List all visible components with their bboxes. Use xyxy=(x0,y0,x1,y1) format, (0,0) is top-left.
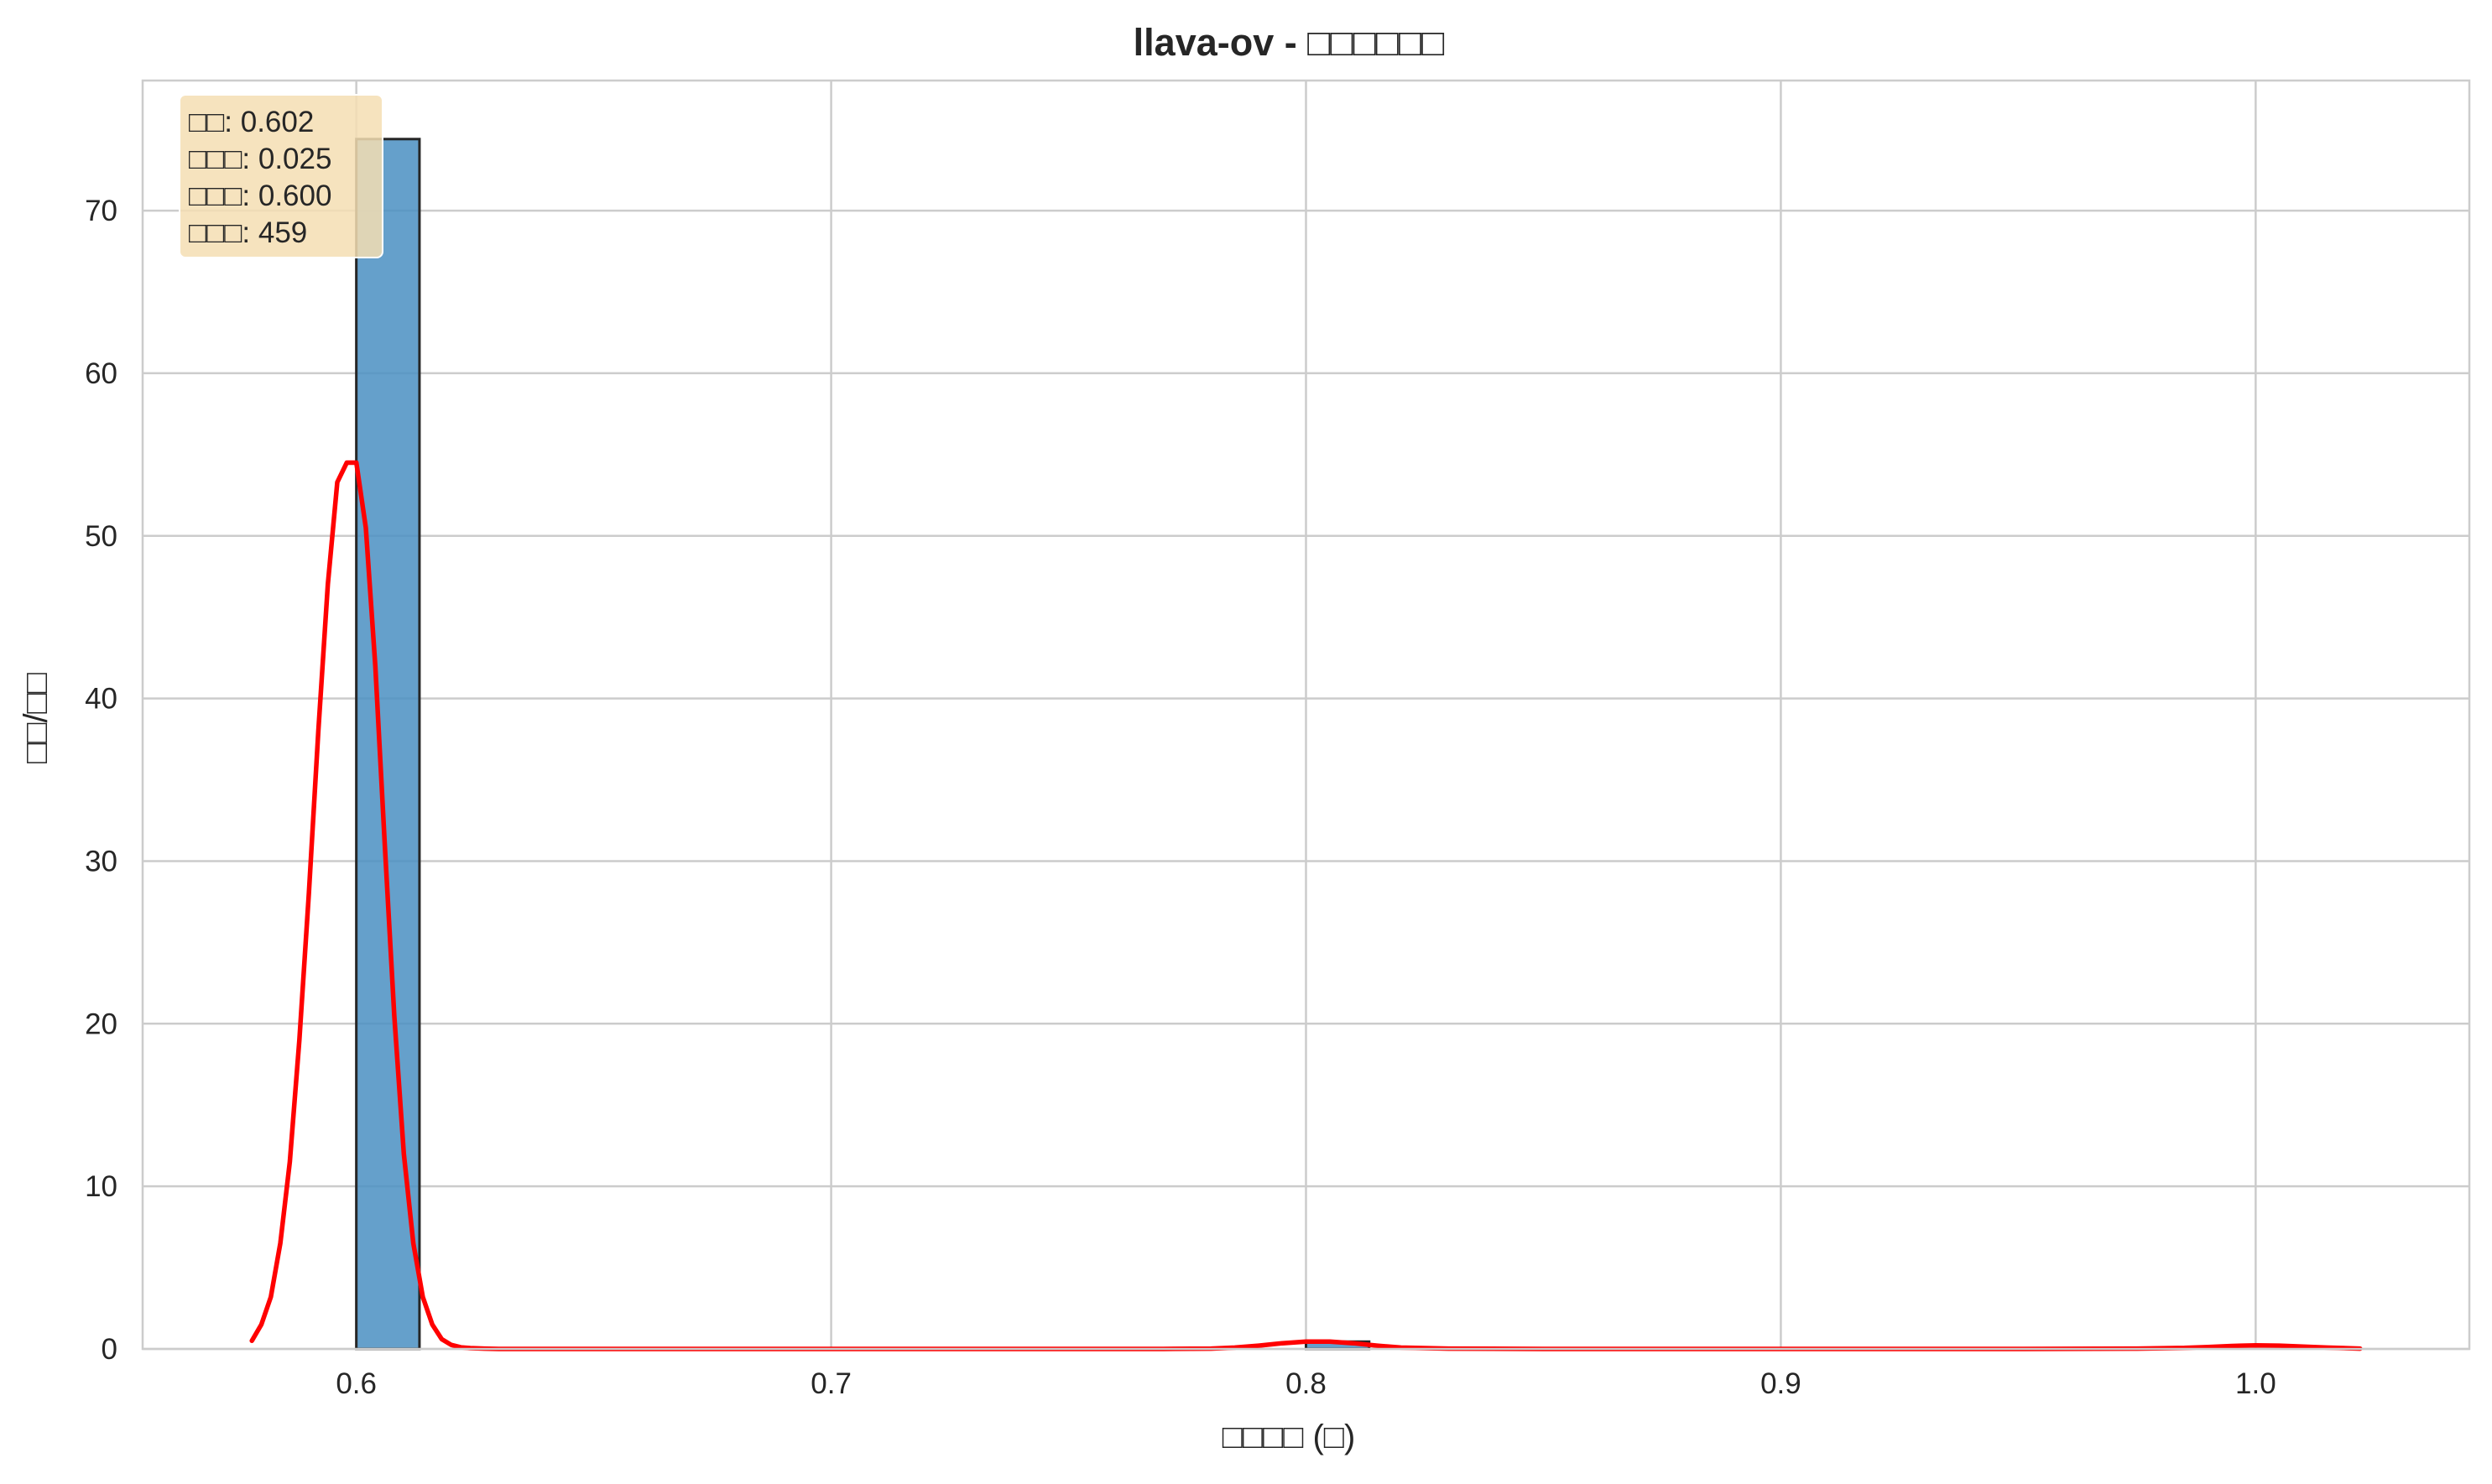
x-axis-label: □□□□ (□) xyxy=(1223,1419,1356,1455)
x-tick-label: 0.7 xyxy=(811,1367,852,1400)
stats-line-std: □□□: 0.025 xyxy=(189,143,331,175)
y-tick-label: 0 xyxy=(102,1333,117,1366)
histogram-bar xyxy=(355,138,421,1351)
x-tick-label: 0.8 xyxy=(1285,1367,1327,1400)
y-axis-label: □□/□□ xyxy=(18,673,55,763)
x-tick-labels: 0.6 0.7 0.8 0.9 1.0 xyxy=(336,1367,2276,1400)
grid-lines xyxy=(143,81,2469,1351)
y-tick-labels: 0 10 20 30 40 50 60 70 xyxy=(85,195,117,1366)
y-tick-label: 20 xyxy=(85,1008,117,1040)
stats-line-mean: □□: 0.602 xyxy=(189,106,314,138)
y-tick-label: 50 xyxy=(85,520,117,553)
y-tick-label: 70 xyxy=(85,195,117,227)
x-tick-label: 1.0 xyxy=(2235,1367,2276,1400)
y-tick-label: 10 xyxy=(85,1170,117,1203)
stats-line-median: □□□: 0.600 xyxy=(189,180,331,212)
y-tick-label: 30 xyxy=(85,845,117,877)
plot-frame xyxy=(141,79,2471,1351)
x-tick-label: 0.6 xyxy=(336,1367,377,1400)
chart-title: llava-ov - □□□□□□ xyxy=(1134,21,1445,64)
stats-box-background xyxy=(179,94,383,258)
y-tick-label: 60 xyxy=(85,357,117,390)
y-tick-label: 40 xyxy=(85,683,117,716)
stats-line-count: □□□: 459 xyxy=(189,216,307,249)
stats-box: □□: 0.602 □□□: 0.025 □□□: 0.600 □□□: 459 xyxy=(179,94,383,258)
x-tick-label: 0.9 xyxy=(1760,1367,1801,1400)
